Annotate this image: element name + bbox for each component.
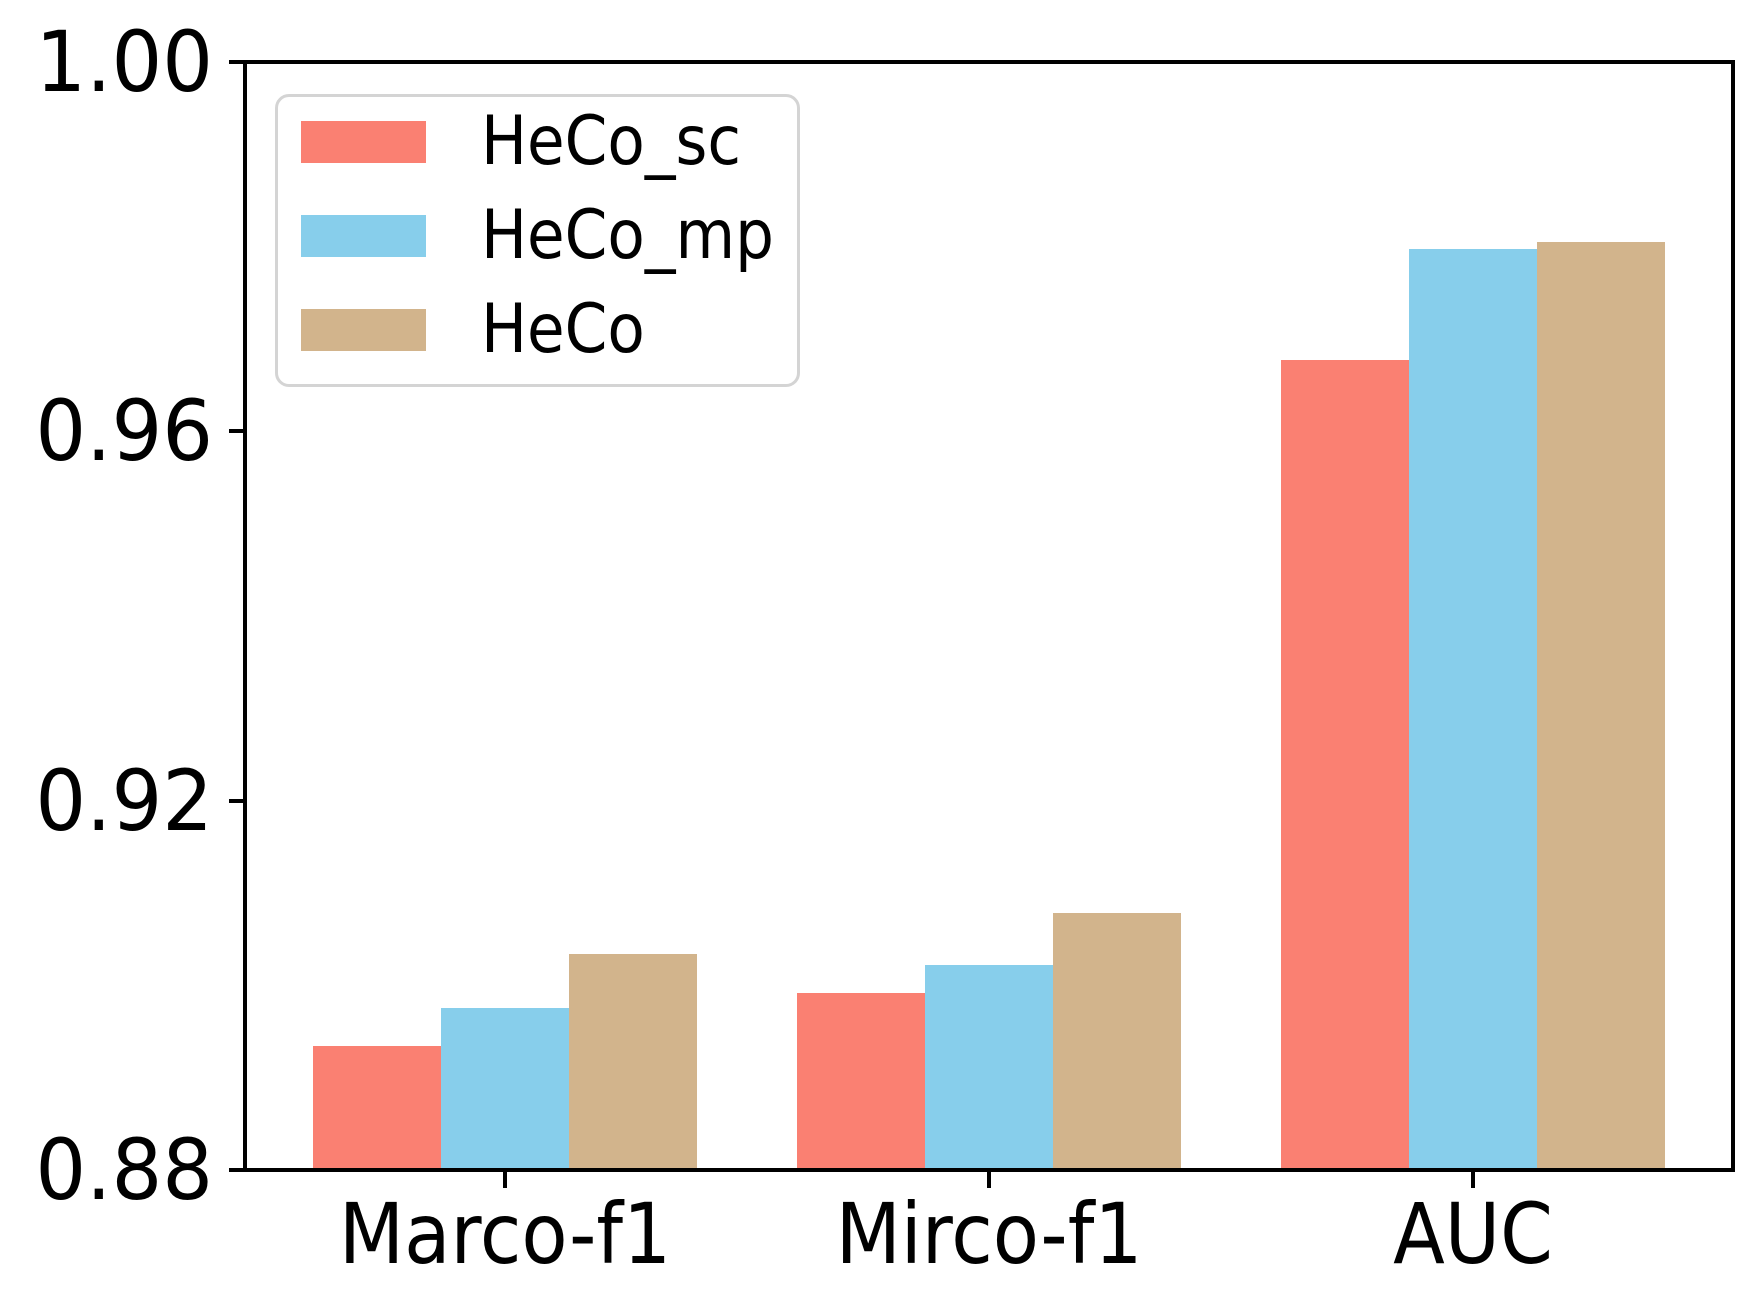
bar-HeCo-Mirco-f1	[1053, 913, 1181, 1168]
bar-HeCo-Marco-f1	[569, 954, 697, 1168]
legend-label-HeCo_sc: HeCo_sc	[481, 101, 741, 181]
legend-item-HeCo_mp: HeCo_mp	[301, 198, 797, 272]
y-tick-label: 0.88	[35, 1121, 214, 1219]
y-tick-label: 0.96	[35, 382, 214, 480]
bar-HeCo_mp-AUC	[1409, 249, 1537, 1168]
bar-HeCo_sc-AUC	[1281, 360, 1409, 1168]
legend-swatch-HeCo_sc	[301, 121, 426, 163]
x-tick-label-AUC: AUC	[1393, 1185, 1553, 1283]
legend: HeCo_sc HeCo_mp HeCo	[275, 94, 800, 387]
bar-HeCo-AUC	[1537, 242, 1665, 1168]
y-tick-label: 0.92	[35, 752, 214, 850]
bar-HeCo_mp-Mirco-f1	[925, 965, 1053, 1168]
legend-swatch-HeCo_mp	[301, 215, 426, 257]
legend-label-HeCo_mp: HeCo_mp	[481, 195, 774, 275]
legend-item-HeCo_sc: HeCo_sc	[301, 104, 797, 178]
y-tick-label: 1.00	[35, 13, 214, 111]
bars-layer	[247, 64, 1731, 1168]
y-tick-mark	[229, 799, 245, 803]
bar-HeCo_sc-Marco-f1	[313, 1046, 441, 1168]
x-tick-mark	[987, 1172, 991, 1188]
legend-item-HeCo: HeCo	[301, 292, 797, 366]
bar-HeCo_sc-Mirco-f1	[797, 993, 925, 1168]
bar-HeCo_mp-Marco-f1	[441, 1008, 569, 1168]
x-tick-label-Marco-f1: Marco-f1	[338, 1185, 672, 1283]
y-tick-mark	[229, 1168, 245, 1172]
x-tick-mark	[1471, 1172, 1475, 1188]
plot-area: HeCo_sc HeCo_mp HeCo	[243, 60, 1735, 1172]
x-tick-label-Mirco-f1: Mirco-f1	[835, 1185, 1143, 1283]
y-tick-mark	[229, 429, 245, 433]
legend-swatch-HeCo	[301, 309, 426, 351]
y-tick-mark	[229, 60, 245, 64]
legend-label-HeCo: HeCo	[481, 289, 645, 369]
x-tick-mark	[503, 1172, 507, 1188]
